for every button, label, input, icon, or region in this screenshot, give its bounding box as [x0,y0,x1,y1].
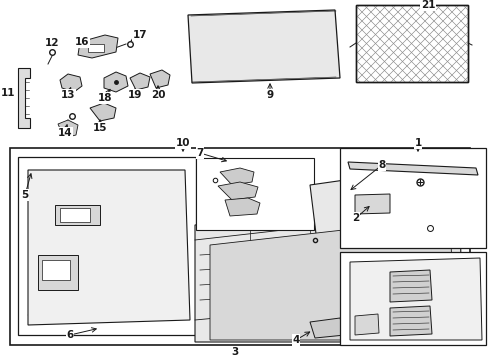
Text: 13: 13 [61,90,75,100]
Bar [355,5,467,82]
Bar [60,208,90,222]
Polygon shape [209,218,454,340]
Text: 14: 14 [58,128,72,138]
Polygon shape [347,162,477,175]
Bar [339,148,485,248]
Polygon shape [354,194,389,214]
Text: 18: 18 [98,93,112,103]
Text: 15: 15 [93,123,107,133]
Polygon shape [389,306,431,336]
Polygon shape [104,72,128,92]
Text: 21: 21 [420,0,434,10]
Text: 4: 4 [292,335,299,345]
Text: 9: 9 [266,90,273,100]
Bar [88,44,104,52]
Polygon shape [389,270,431,302]
Text: 12: 12 [45,38,59,48]
Text: 20: 20 [150,90,165,100]
Polygon shape [150,70,170,88]
Text: 6: 6 [66,330,74,340]
Polygon shape [224,198,260,216]
Polygon shape [58,120,78,138]
Polygon shape [55,205,100,225]
Polygon shape [195,195,461,342]
Polygon shape [38,255,78,290]
Polygon shape [90,103,116,121]
Text: 16: 16 [75,37,89,47]
Text: 19: 19 [127,90,142,100]
Text: 3: 3 [231,347,238,357]
Bar [42,260,70,280]
Polygon shape [309,318,345,338]
Polygon shape [220,168,253,185]
Text: 10: 10 [175,138,190,148]
Polygon shape [349,258,481,340]
Bar [355,5,467,82]
Text: 7: 7 [196,148,203,158]
Polygon shape [130,73,150,90]
Bar [18,157,196,335]
Polygon shape [309,175,387,250]
Bar [10,148,469,345]
Text: 2: 2 [352,213,359,223]
Text: 11: 11 [1,88,15,98]
Text: 1: 1 [413,138,421,148]
Polygon shape [60,74,82,92]
Bar [339,252,485,345]
Polygon shape [187,10,339,83]
Text: 5: 5 [21,190,29,200]
Polygon shape [354,314,378,335]
Polygon shape [28,170,190,325]
Text: 8: 8 [378,160,385,170]
Text: 17: 17 [132,30,147,40]
Polygon shape [78,35,118,58]
Bar [196,158,313,230]
Polygon shape [218,182,258,200]
Polygon shape [18,68,30,128]
